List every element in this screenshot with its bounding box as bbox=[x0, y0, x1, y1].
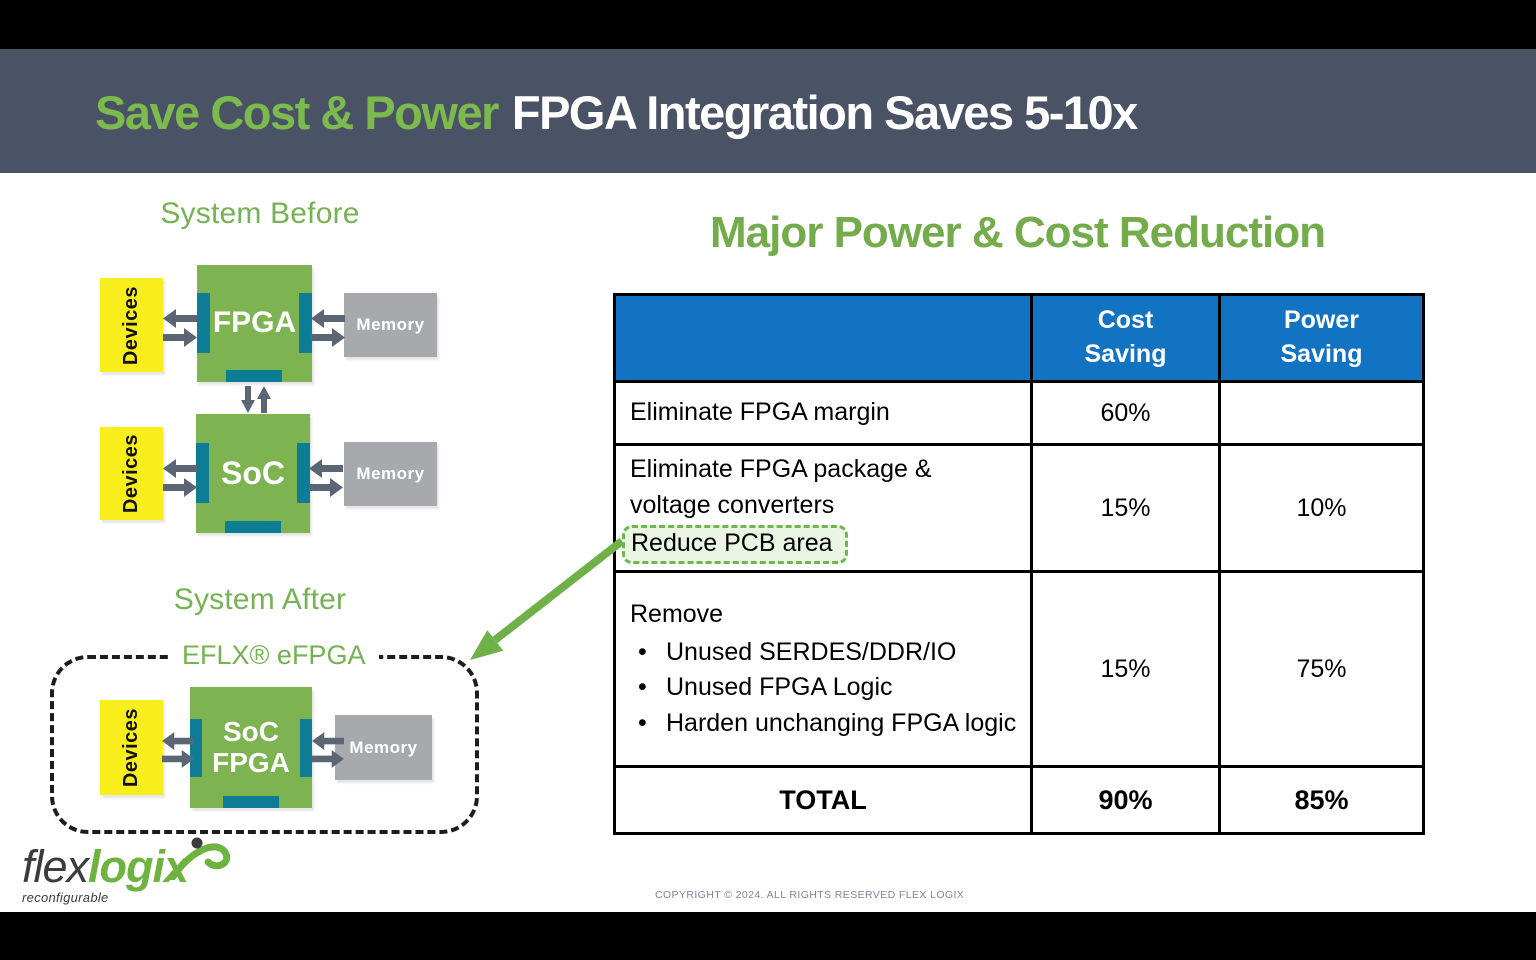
reduce-pcb-highlight: Reduce PCB area bbox=[622, 525, 848, 565]
cost-value: 15% bbox=[1030, 442, 1221, 574]
letterbox-top bbox=[0, 0, 1536, 49]
bidirectional-arrows-fpga-soc bbox=[241, 386, 271, 413]
soc-fpga-port-bottom bbox=[223, 796, 279, 808]
logo-tagline: reconfigurable bbox=[22, 890, 109, 905]
soc-label: SoC bbox=[221, 455, 285, 492]
row-label-text: Eliminate FPGA package & voltage convert… bbox=[630, 455, 932, 519]
soc-fpga-port-right bbox=[300, 719, 312, 777]
copyright-text: COPYRIGHT © 2024. ALL RIGHTS RESERVED FL… bbox=[655, 889, 965, 901]
cost-value: 60% bbox=[1030, 380, 1221, 446]
eflx-label: EFLX® eFPGA bbox=[168, 640, 380, 671]
row-label-remove: Remove Unused SERDES/DDR/IO Unused FPGA … bbox=[613, 570, 1033, 769]
letterbox-bottom bbox=[0, 912, 1536, 960]
header-cell-cost-saving: Cost Saving bbox=[1030, 293, 1221, 383]
bullet-list: Unused SERDES/DDR/IO Unused FPGA Logic H… bbox=[630, 635, 1018, 742]
logo-flex-text: flex bbox=[22, 841, 89, 892]
soc-port-right bbox=[297, 443, 310, 503]
row-label-eliminate-margin: Eliminate FPGA margin bbox=[613, 380, 1033, 446]
bidirectional-arrows-devices-soc bbox=[163, 459, 197, 497]
total-cost-value: 90% bbox=[1030, 765, 1221, 836]
fpga-label: FPGA bbox=[212, 306, 297, 340]
memory-box-2: Memory bbox=[344, 442, 437, 506]
memory-label: Memory bbox=[356, 315, 425, 334]
bidirectional-arrows-fpga-memory bbox=[311, 309, 345, 347]
devices-label: Devices bbox=[120, 707, 142, 788]
soc-port-bottom bbox=[225, 521, 281, 533]
fpga-box: FPGA bbox=[197, 265, 312, 382]
soc-fpga-box: SoC FPGA bbox=[190, 687, 312, 808]
row-label-text: Remove bbox=[630, 600, 724, 629]
fpga-port-right bbox=[299, 293, 312, 353]
bullet-item: Harden unchanging FPGA logic bbox=[630, 706, 1018, 742]
section-title: Major Power & Cost Reduction bbox=[710, 208, 1326, 257]
bullet-item: Unused FPGA Logic bbox=[630, 670, 1018, 706]
power-value: 75% bbox=[1218, 570, 1425, 769]
devices-label: Devices bbox=[120, 433, 142, 514]
memory-label: Memory bbox=[356, 464, 425, 483]
bidirectional-arrows-devices-fpga bbox=[163, 309, 197, 347]
slide-title-rest: FPGA Integration Saves 5-10x bbox=[511, 86, 1138, 139]
power-value: 10% bbox=[1218, 442, 1425, 574]
power-value bbox=[1218, 380, 1425, 446]
memory-box-1: Memory bbox=[344, 293, 437, 357]
system-after-title: System After bbox=[173, 583, 347, 616]
fpga-port-bottom bbox=[226, 370, 282, 382]
memory-box-3: Memory bbox=[335, 715, 432, 780]
table-row: Remove Unused SERDES/DDR/IO Unused FPGA … bbox=[613, 570, 1425, 769]
table-header-row: Cost Saving Power Saving bbox=[613, 293, 1425, 383]
bullet-item: Unused SERDES/DDR/IO bbox=[630, 635, 1018, 671]
bidirectional-arrows-socfpga-memory bbox=[312, 732, 344, 768]
soc-fpga-port-left bbox=[190, 719, 202, 777]
devices-box-after: Devices bbox=[100, 700, 163, 795]
devices-box-before-fpga: Devices bbox=[100, 278, 163, 372]
flexlogix-logo: flexlogix reconfigurable bbox=[22, 837, 242, 910]
total-power-value: 85% bbox=[1218, 765, 1425, 836]
bidirectional-arrows-soc-memory bbox=[309, 459, 343, 497]
cost-value: 15% bbox=[1030, 570, 1221, 769]
system-before-title: System Before bbox=[160, 197, 360, 230]
total-label: TOTAL bbox=[613, 765, 1033, 836]
table-total-row: TOTAL 90% 85% bbox=[613, 765, 1425, 836]
devices-label: Devices bbox=[120, 285, 142, 365]
devices-box-before-soc: Devices bbox=[100, 427, 163, 520]
fpga-port-left bbox=[197, 293, 210, 353]
row-label-eliminate-package: Eliminate FPGA package & voltage convert… bbox=[613, 442, 1033, 574]
table-row: Eliminate FPGA margin 60% bbox=[613, 380, 1425, 446]
soc-box: SoC bbox=[196, 414, 310, 533]
logo-wordmark: flexlogix bbox=[22, 844, 242, 889]
table-row: Eliminate FPGA package & voltage convert… bbox=[613, 442, 1425, 574]
memory-label: Memory bbox=[349, 737, 418, 757]
slide-title-highlight: Save Cost & Power bbox=[95, 86, 499, 139]
slide-header: Save Cost & Power FPGA Integration Saves … bbox=[0, 49, 1536, 173]
soc-fpga-label: SoC FPGA bbox=[212, 716, 290, 778]
header-cell-power-saving: Power Saving bbox=[1218, 293, 1425, 383]
slide-title: Save Cost & Power FPGA Integration Saves … bbox=[95, 49, 1138, 173]
header-cell-blank bbox=[613, 293, 1033, 383]
soc-port-left bbox=[196, 443, 209, 503]
bidirectional-arrows-devices-socfpga bbox=[162, 732, 194, 768]
savings-table: Cost Saving Power Saving Eliminate FPGA … bbox=[613, 293, 1425, 836]
logo-logix-text: logix bbox=[88, 841, 189, 892]
